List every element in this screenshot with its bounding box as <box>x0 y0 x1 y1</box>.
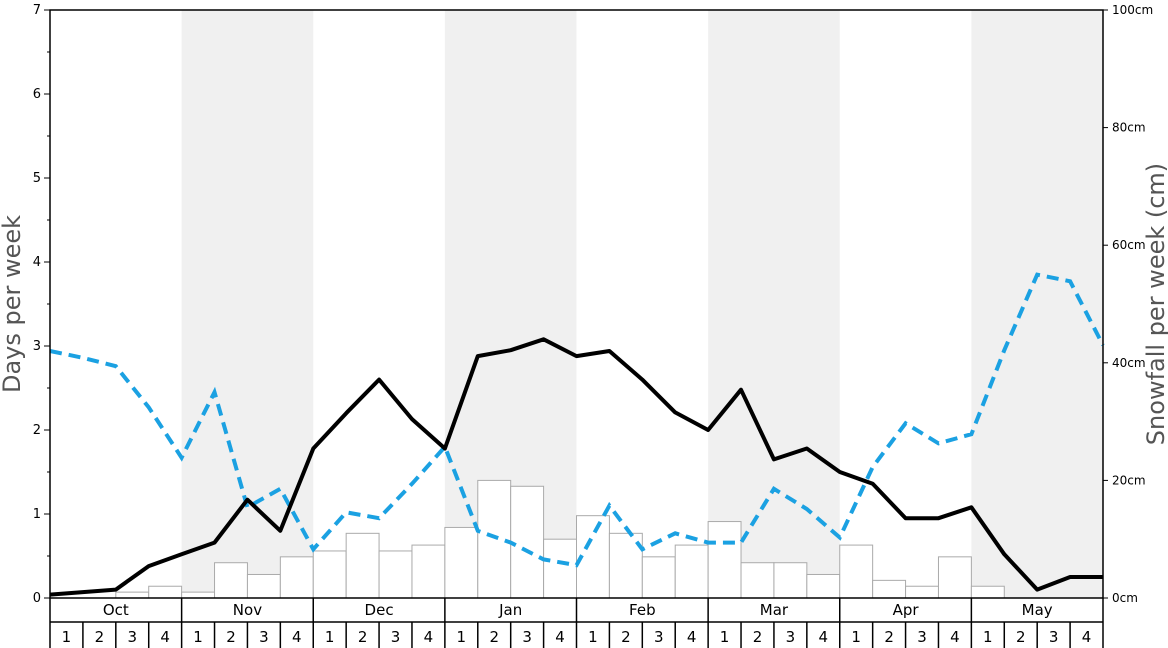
snowfall-bar <box>477 479 512 599</box>
left-tick-label: 1 <box>33 507 41 522</box>
week-label: 2 <box>489 628 499 646</box>
week-label: 2 <box>753 628 763 646</box>
snowfall-bar <box>378 550 413 599</box>
snowfall-bar <box>411 544 446 599</box>
series-lines <box>49 272 1105 597</box>
week-label: 1 <box>62 628 72 646</box>
week-label: 1 <box>851 628 861 646</box>
week-label: 2 <box>1016 628 1026 646</box>
snowfall-bar <box>181 591 216 599</box>
month-label-feb: Feb <box>629 601 656 619</box>
snowfall-bar <box>740 562 775 599</box>
month-label-oct: Oct <box>103 601 129 619</box>
snowfall-bar <box>905 585 939 599</box>
snowfall-bar <box>444 526 479 599</box>
month-band-nov <box>181 10 314 598</box>
week-label: 1 <box>720 628 730 646</box>
month-label-jan: Jan <box>498 601 522 619</box>
week-label: 2 <box>226 628 236 646</box>
y-axis-right-label: Snowfall per week (cm) <box>1142 163 1168 445</box>
right-axis: 0cm 20cm 40cm 60cm 80cm 100cm <box>1103 3 1153 605</box>
month-band-mar <box>708 10 840 598</box>
snowfall-bar <box>773 562 808 599</box>
week-label: 1 <box>193 628 203 646</box>
snowfall-bar <box>214 562 248 599</box>
y-axis-left-label: Days per week <box>0 215 26 393</box>
snowfall-bar <box>970 585 1005 599</box>
right-tick-label: 0cm <box>1112 591 1138 605</box>
week-label: 3 <box>786 628 796 646</box>
week-label: 4 <box>1082 628 1092 646</box>
week-label: 3 <box>654 628 664 646</box>
dashed-series-line <box>49 272 1105 568</box>
week-label: 4 <box>160 628 170 646</box>
left-tick-label: 5 <box>33 171 41 186</box>
right-tick-label: 60cm <box>1112 238 1146 252</box>
week-label: 3 <box>127 628 137 646</box>
snowfall-bars <box>115 479 1005 599</box>
month-label-may: May <box>1022 601 1053 619</box>
week-label: 3 <box>522 628 532 646</box>
right-tick-label: 80cm <box>1112 121 1146 135</box>
left-tick-label: 7 <box>33 3 41 18</box>
week-label: 2 <box>95 628 105 646</box>
week-label: 3 <box>917 628 927 646</box>
snowfall-bar <box>937 556 972 599</box>
snowfall-bar <box>674 544 709 599</box>
snowfall-bar <box>246 573 281 599</box>
week-label: 2 <box>358 628 368 646</box>
week-label: 4 <box>424 628 434 646</box>
solid-series-line <box>49 337 1103 597</box>
left-tick-label: 4 <box>33 255 41 270</box>
week-label: 3 <box>391 628 401 646</box>
week-row: 1 2 3 4 1 2 3 4 1 2 3 4 1 2 3 4 1 2 3 4 1 2 3 4 1 2 3 4 1 2 3 4 <box>49 622 1104 648</box>
snowfall-bar <box>543 538 577 599</box>
snowfall-bar <box>839 544 874 599</box>
right-tick-label: 20cm <box>1112 473 1146 487</box>
left-tick-label: 0 <box>33 591 41 606</box>
left-tick-label: 6 <box>33 87 41 102</box>
right-tick-label: 100cm <box>1112 3 1153 17</box>
month-label-mar: Mar <box>760 601 789 619</box>
month-label-dec: Dec <box>365 601 394 619</box>
week-label: 2 <box>621 628 631 646</box>
week-label: 4 <box>687 628 697 646</box>
week-label: 3 <box>1049 628 1059 646</box>
week-label: 1 <box>983 628 993 646</box>
snowfall-bar <box>148 585 183 599</box>
snowfall-bar <box>345 532 380 599</box>
week-label: 4 <box>950 628 960 646</box>
month-row: Oct Nov Dec Jan Feb Mar Apr May <box>49 598 1104 623</box>
snowfall-bar <box>872 579 907 599</box>
month-label-nov: Nov <box>233 601 262 619</box>
snowfall-bar <box>806 573 841 599</box>
right-tick-label: 40cm <box>1112 356 1146 370</box>
week-label: 4 <box>555 628 565 646</box>
left-tick-label: 3 <box>33 339 41 354</box>
snowfall-bar <box>707 521 742 599</box>
week-label: 2 <box>884 628 894 646</box>
left-axis: 0 1 2 3 4 5 6 7 <box>33 3 50 606</box>
snowfall-bar <box>312 550 347 599</box>
left-tick-label: 2 <box>33 423 41 438</box>
week-label: 1 <box>457 628 467 646</box>
snowfall-bar <box>641 556 676 599</box>
snowfall-bar <box>279 556 314 599</box>
week-label: 1 <box>325 628 335 646</box>
snowfall-bar <box>510 485 545 599</box>
month-label-apr: Apr <box>893 601 920 619</box>
week-label: 1 <box>588 628 598 646</box>
week-label: 4 <box>819 628 829 646</box>
month-bands <box>181 10 1103 598</box>
week-label: 4 <box>292 628 302 646</box>
snowfall-bar <box>115 591 150 599</box>
week-label: 3 <box>259 628 269 646</box>
